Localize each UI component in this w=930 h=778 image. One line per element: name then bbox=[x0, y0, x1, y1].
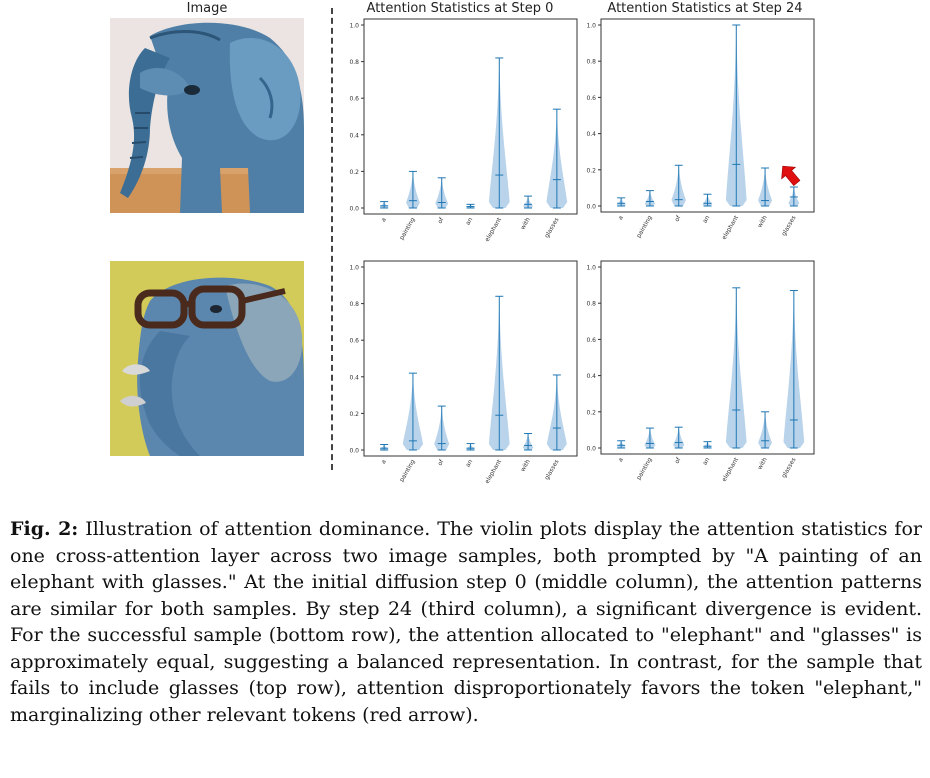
column-divider bbox=[331, 8, 333, 470]
x-tick-label: with bbox=[756, 214, 769, 229]
x-tick-label: glasses bbox=[780, 457, 797, 480]
y-tick-label: 0.0 bbox=[586, 204, 596, 211]
x-tick-label: an bbox=[464, 458, 474, 468]
x-tick-label: painting bbox=[635, 456, 653, 481]
y-tick-label: 0.8 bbox=[349, 59, 359, 66]
x-tick-label: elephant bbox=[721, 456, 741, 483]
x-tick-label: painting bbox=[398, 216, 416, 241]
violin-plots: 0.0 0.2 0.4 0.6 0.8 1.0 a painting of an elephant w… bbox=[349, 18, 815, 485]
elephant-with-glasses-image-bottom bbox=[110, 261, 304, 456]
y-tick-label: 1.0 bbox=[349, 23, 359, 30]
x-tick-label: an bbox=[701, 214, 711, 224]
x-tick-label: glasses bbox=[543, 459, 560, 482]
plot-frame bbox=[600, 260, 815, 455]
y-tick-label: 0.0 bbox=[586, 446, 596, 453]
x-tick-label: an bbox=[701, 456, 711, 466]
y-tick-label: 0.4 bbox=[349, 132, 359, 139]
x-tick-label: a bbox=[617, 214, 625, 221]
y-tick-label: 0.8 bbox=[586, 301, 596, 308]
x-tick-label: glasses bbox=[780, 215, 797, 238]
x-tick-label: an bbox=[464, 216, 474, 226]
column-title-image: Image bbox=[186, 1, 228, 16]
x-tick-label: of bbox=[436, 216, 445, 225]
y-tick-label: 0.0 bbox=[349, 206, 359, 213]
y-tick-label: 0.6 bbox=[349, 338, 359, 345]
y-tick-label: 0.8 bbox=[586, 59, 596, 66]
y-tick-label: 0.2 bbox=[349, 169, 359, 176]
y-tick-label: 0.4 bbox=[586, 373, 596, 380]
caption-text: Illustration of attention dominance. The… bbox=[10, 518, 922, 726]
x-tick-label: with bbox=[519, 458, 532, 473]
x-tick-label: painting bbox=[635, 214, 653, 239]
x-tick-label: with bbox=[519, 216, 532, 231]
column-title-step24: Attention Statistics at Step 24 bbox=[607, 1, 803, 16]
y-tick-label: 0.6 bbox=[586, 337, 596, 344]
x-tick-label: glasses bbox=[543, 217, 560, 240]
y-tick-label: 1.0 bbox=[349, 265, 359, 272]
x-tick-label: a bbox=[380, 216, 388, 223]
y-tick-label: 0.2 bbox=[349, 411, 359, 418]
column-title-step0: Attention Statistics at Step 0 bbox=[366, 1, 554, 16]
y-tick-label: 1.0 bbox=[586, 265, 596, 272]
y-tick-label: 0.2 bbox=[586, 167, 596, 174]
y-tick-label: 1.0 bbox=[586, 23, 596, 30]
red-arrow-icon bbox=[781, 165, 801, 186]
figure: Image Attention Statistics at Step 0 Att… bbox=[110, 1, 815, 485]
x-tick-label: elephant bbox=[484, 216, 504, 243]
x-tick-label: painting bbox=[398, 458, 416, 483]
plot-frame bbox=[363, 260, 578, 457]
y-tick-label: 0.8 bbox=[349, 301, 359, 308]
y-tick-label: 0.0 bbox=[349, 448, 359, 455]
x-tick-label: elephant bbox=[721, 214, 741, 241]
y-tick-label: 0.4 bbox=[586, 131, 596, 138]
y-tick-label: 0.4 bbox=[349, 374, 359, 381]
plot-frame bbox=[600, 18, 815, 213]
figure-caption: Fig. 2: Illustration of attention domina… bbox=[10, 516, 922, 728]
elephant-image-top bbox=[110, 18, 304, 213]
x-tick-label: a bbox=[617, 456, 625, 463]
x-tick-label: of bbox=[673, 214, 682, 223]
x-tick-label: of bbox=[436, 458, 445, 467]
x-tick-label: of bbox=[673, 456, 682, 465]
x-tick-label: a bbox=[380, 458, 388, 465]
y-tick-label: 0.6 bbox=[586, 95, 596, 102]
y-tick-label: 0.2 bbox=[586, 409, 596, 416]
plot-frame bbox=[363, 18, 578, 215]
x-tick-label: with bbox=[756, 456, 769, 471]
figure-label: Fig. 2: bbox=[10, 518, 79, 540]
y-tick-label: 0.6 bbox=[349, 96, 359, 103]
x-tick-label: elephant bbox=[484, 458, 504, 485]
